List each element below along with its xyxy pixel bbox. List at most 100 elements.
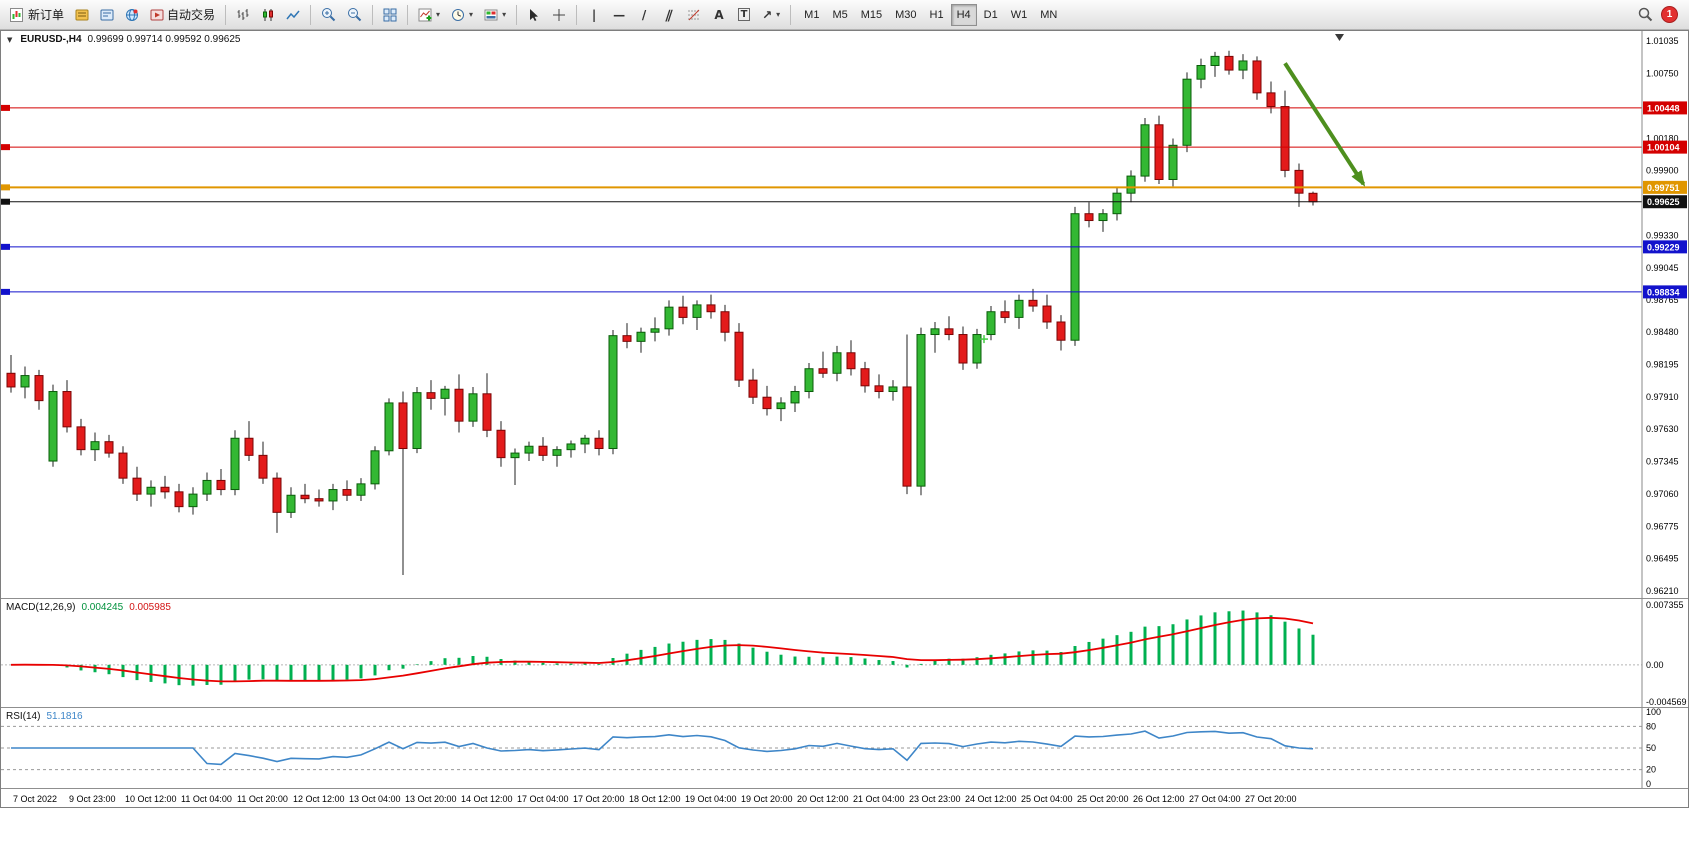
bull-candle[interactable] xyxy=(202,479,212,495)
bear-candle[interactable] xyxy=(1224,55,1234,71)
bear-candle[interactable] xyxy=(762,396,772,410)
timeframe-h4-button[interactable]: H4 xyxy=(950,3,977,26)
bull-candle[interactable] xyxy=(1210,55,1220,67)
bear-candle[interactable] xyxy=(902,386,912,487)
bear-candle[interactable] xyxy=(1028,299,1038,307)
bar-chart-button[interactable] xyxy=(231,3,255,27)
bear-candle[interactable] xyxy=(342,489,352,496)
bear-candle[interactable] xyxy=(1084,213,1094,222)
bull-candle[interactable] xyxy=(1182,78,1192,146)
bear-candle[interactable] xyxy=(1308,192,1318,203)
bear-candle[interactable] xyxy=(1252,60,1262,94)
bear-candle[interactable] xyxy=(216,479,226,491)
bear-candle[interactable] xyxy=(454,388,464,422)
chart-shift-marker[interactable] xyxy=(1335,34,1344,41)
bear-candle[interactable] xyxy=(1294,169,1304,194)
bear-candle[interactable] xyxy=(958,334,968,364)
bear-candle[interactable] xyxy=(34,375,44,402)
bull-candle[interactable] xyxy=(1126,175,1136,194)
bull-candle[interactable] xyxy=(524,445,534,454)
bull-candle[interactable] xyxy=(986,311,996,336)
bear-candle[interactable] xyxy=(860,368,870,387)
templates-button[interactable]: ▾ xyxy=(479,3,511,27)
bear-candle[interactable] xyxy=(300,494,310,500)
bull-candle[interactable] xyxy=(1112,192,1122,215)
bull-candle[interactable] xyxy=(1014,299,1024,318)
bull-candle[interactable] xyxy=(580,437,590,445)
horizontal-line-button[interactable]: — xyxy=(607,3,631,27)
notification-badge[interactable]: 1 xyxy=(1661,6,1678,23)
indicators-button[interactable]: ▾ xyxy=(413,3,445,27)
bear-candle[interactable] xyxy=(734,331,744,381)
bear-candle[interactable] xyxy=(874,385,884,393)
bear-candle[interactable] xyxy=(1056,321,1066,341)
bull-candle[interactable] xyxy=(664,306,674,330)
bull-candle[interactable] xyxy=(832,352,842,374)
fibonacci-button[interactable] xyxy=(682,3,706,27)
timeframe-m5-button[interactable]: M5 xyxy=(826,4,853,26)
bull-candle[interactable] xyxy=(286,494,296,513)
bull-candle[interactable] xyxy=(692,304,702,318)
bull-candle[interactable] xyxy=(972,334,982,364)
bull-candle[interactable] xyxy=(1196,65,1206,80)
bull-candle[interactable] xyxy=(776,402,786,410)
bear-candle[interactable] xyxy=(538,445,548,456)
bull-candle[interactable] xyxy=(370,450,380,485)
search-button[interactable] xyxy=(1633,3,1658,27)
trendline-button[interactable]: / xyxy=(632,3,656,27)
timeframe-d1-button[interactable]: D1 xyxy=(978,4,1004,26)
chart-collapse-arrow[interactable]: ▼ xyxy=(7,36,13,44)
bear-candle[interactable] xyxy=(398,402,408,450)
bull-candle[interactable] xyxy=(608,335,618,450)
bull-candle[interactable] xyxy=(888,386,898,393)
bear-candle[interactable] xyxy=(160,486,170,493)
bear-candle[interactable] xyxy=(244,437,254,456)
arrows-button[interactable]: ↗ ▾ xyxy=(757,3,785,27)
bull-candle[interactable] xyxy=(412,392,422,450)
bull-candle[interactable] xyxy=(804,368,814,393)
bear-candle[interactable] xyxy=(272,477,282,513)
bull-candle[interactable] xyxy=(510,452,520,459)
bull-candle[interactable] xyxy=(328,489,338,502)
timeframe-m1-button[interactable]: M1 xyxy=(798,4,825,26)
bear-candle[interactable] xyxy=(1266,92,1276,108)
bull-candle[interactable] xyxy=(790,391,800,404)
bull-candle[interactable] xyxy=(468,393,478,422)
data-window-button[interactable] xyxy=(95,3,119,27)
bull-candle[interactable] xyxy=(1098,213,1108,222)
timeframe-h1-button[interactable]: H1 xyxy=(924,4,950,26)
candlestick-chart-button[interactable] xyxy=(256,3,280,27)
bull-candle[interactable] xyxy=(146,486,156,495)
cursor-button[interactable] xyxy=(522,3,546,27)
timeframe-w1-button[interactable]: W1 xyxy=(1005,4,1034,26)
bear-candle[interactable] xyxy=(1280,106,1290,171)
bear-candle[interactable] xyxy=(1042,305,1052,323)
bear-candle[interactable] xyxy=(496,429,506,459)
timeframe-m15-button[interactable]: M15 xyxy=(855,4,888,26)
bull-candle[interactable] xyxy=(48,391,58,462)
zoom-in-button[interactable] xyxy=(316,3,341,27)
tile-windows-button[interactable] xyxy=(378,3,402,27)
bear-candle[interactable] xyxy=(104,441,114,454)
bull-candle[interactable] xyxy=(20,375,30,388)
bear-candle[interactable] xyxy=(258,454,268,479)
zoom-out-button[interactable] xyxy=(342,3,367,27)
bear-candle[interactable] xyxy=(846,352,856,370)
bear-candle[interactable] xyxy=(706,304,716,313)
chart-canvas[interactable]: 1.01035 1.00750 1.00180 0.99900 0.99330 0.990… xyxy=(1,31,1688,807)
bull-candle[interactable] xyxy=(1238,60,1248,71)
text-button[interactable]: A xyxy=(707,3,731,27)
bull-candle[interactable] xyxy=(188,493,198,508)
bear-candle[interactable] xyxy=(720,311,730,333)
bear-candle[interactable] xyxy=(594,437,604,450)
autotrading-button[interactable]: 自动交易 xyxy=(145,3,220,27)
bear-candle[interactable] xyxy=(132,477,142,495)
bull-candle[interactable] xyxy=(1168,144,1178,180)
web-community-button[interactable] xyxy=(120,3,144,27)
market-watch-button[interactable] xyxy=(70,3,94,27)
bull-candle[interactable] xyxy=(636,331,646,342)
periods-button[interactable]: ▾ xyxy=(446,3,478,27)
bull-candle[interactable] xyxy=(384,402,394,452)
bull-candle[interactable] xyxy=(356,483,366,496)
bear-candle[interactable] xyxy=(1000,311,1010,318)
